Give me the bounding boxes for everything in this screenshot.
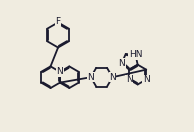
Text: HN: HN bbox=[129, 51, 142, 60]
Text: N: N bbox=[56, 67, 63, 76]
Text: N: N bbox=[109, 73, 116, 82]
Text: N: N bbox=[87, 73, 94, 82]
Text: N: N bbox=[143, 75, 150, 84]
Text: N: N bbox=[118, 58, 125, 67]
Text: F: F bbox=[55, 17, 61, 26]
Text: N: N bbox=[126, 75, 133, 84]
